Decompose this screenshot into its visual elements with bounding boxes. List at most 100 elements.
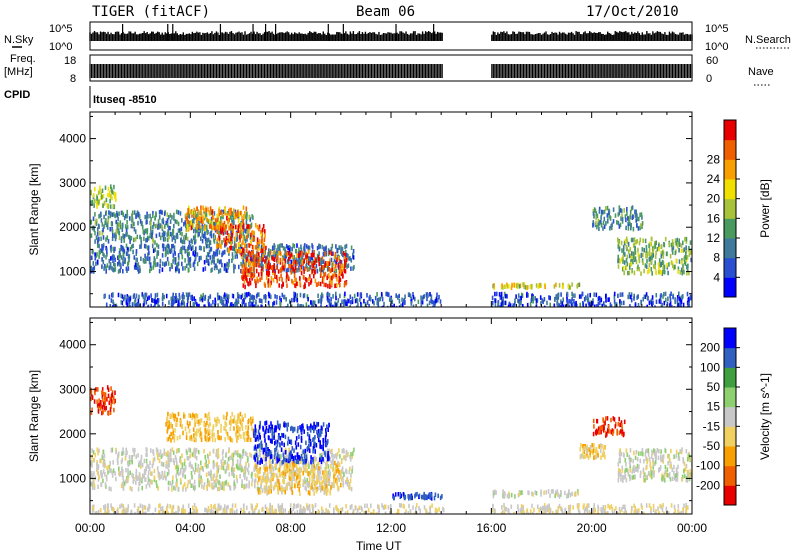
range-gate-cell	[110, 244, 112, 250]
range-gate-cell	[313, 260, 315, 266]
range-gate-cell	[283, 253, 286, 258]
range-gate-cell	[353, 293, 356, 299]
range-gate-cell	[225, 451, 228, 457]
range-gate-cell	[228, 233, 230, 239]
range-gate-cell	[145, 458, 148, 464]
range-gate-cell	[191, 213, 193, 218]
range-gate-cell	[156, 466, 159, 471]
range-gate-cell	[595, 211, 598, 216]
range-gate-cell	[255, 223, 257, 228]
range-gate-cell	[351, 299, 354, 305]
range-gate-cell	[156, 242, 158, 248]
range-gate-cell	[121, 466, 123, 471]
range-gate-cell	[641, 247, 644, 252]
range-gate-cell	[195, 455, 198, 461]
range-gate-cell	[231, 211, 233, 216]
range-gate-cell	[618, 239, 620, 245]
range-gate-cell	[120, 236, 123, 241]
range-gate-cell	[296, 298, 299, 303]
range-gate-cell	[327, 448, 329, 453]
range-gate-cell	[573, 299, 575, 304]
range-gate-cell	[336, 277, 338, 282]
range-gate-cell	[111, 473, 114, 478]
range-gate-cell	[327, 266, 330, 271]
range-gate-cell	[500, 291, 503, 297]
range-gate-cell	[249, 278, 251, 283]
range-gate-cell	[300, 270, 303, 276]
range-gate-cell	[306, 463, 308, 468]
range-gate-cell	[167, 464, 169, 470]
range-gate-cell	[94, 220, 97, 225]
range-gate-cell	[139, 234, 141, 240]
range-gate-cell	[209, 294, 212, 299]
range-gate-cell	[398, 299, 401, 304]
range-gate-cell	[224, 211, 227, 216]
range-gate-cell	[635, 209, 637, 214]
range-gate-cell	[242, 205, 245, 210]
range-gate-cell	[183, 245, 186, 251]
range-gate-cell	[96, 239, 99, 245]
range-gate-cell	[283, 256, 286, 262]
range-gate-cell	[161, 232, 164, 238]
range-gate-cell	[123, 238, 125, 243]
range-gate-cell	[352, 451, 354, 456]
range-gate-cell	[649, 256, 651, 262]
range-gate-cell	[178, 448, 180, 453]
range-gate-cell	[503, 291, 506, 297]
range-gate-cell	[633, 237, 636, 242]
range-gate-cell	[104, 263, 106, 269]
range-gate-cell	[214, 251, 216, 257]
range-gate-cell	[313, 459, 315, 465]
range-gate-cell	[146, 245, 149, 250]
range-gate-cell	[90, 200, 92, 205]
range-gate-cell	[229, 455, 231, 461]
nsky-label: N.Sky	[4, 34, 34, 46]
range-gate-cell	[195, 467, 197, 472]
range-gate-cell	[149, 263, 152, 269]
range-gate-cell	[185, 232, 187, 238]
range-gate-cell	[171, 237, 174, 242]
range-gate-cell	[115, 304, 118, 307]
range-gate-cell	[210, 476, 213, 481]
range-gate-cell	[243, 274, 246, 280]
range-gate-cell	[152, 238, 155, 244]
range-gate-cell	[339, 282, 341, 288]
range-gate-cell	[688, 252, 691, 257]
range-gate-cell	[206, 481, 209, 487]
range-gate-cell	[90, 459, 93, 465]
range-gate-cell	[261, 248, 264, 253]
range-gate-cell	[682, 248, 685, 253]
range-gate-cell	[633, 270, 636, 276]
range-gate-cell	[311, 245, 314, 250]
range-gate-cell	[345, 252, 348, 258]
range-gate-cell	[657, 262, 660, 267]
range-gate-cell	[103, 463, 105, 469]
range-gate-cell	[617, 258, 619, 264]
range-gate-cell	[192, 485, 195, 490]
range-gate-cell	[202, 205, 204, 211]
range-gate-cell	[224, 481, 226, 486]
range-gate-cell	[646, 254, 649, 259]
range-gate-cell	[211, 482, 213, 487]
range-gate-cell	[122, 475, 124, 481]
range-gate-cell	[101, 387, 104, 392]
range-gate-cell	[107, 239, 110, 244]
range-gate-cell	[258, 224, 261, 229]
range-gate-cell	[434, 298, 437, 304]
range-gate-cell	[172, 300, 175, 305]
range-gate-cell	[292, 243, 294, 248]
range-gate-cell	[659, 263, 661, 268]
range-gate-cell	[260, 256, 263, 261]
range-gate-cell	[307, 304, 310, 307]
range-gate-cell	[159, 449, 162, 454]
range-gate-cell	[265, 256, 267, 261]
range-gate-cell	[191, 239, 193, 245]
range-gate-cell	[518, 284, 521, 289]
range-gate-cell	[323, 282, 325, 287]
range-gate-cell	[190, 471, 193, 476]
range-gate-cell	[194, 250, 197, 255]
range-gate-cell	[125, 478, 128, 484]
range-gate-cell	[186, 216, 188, 221]
range-gate-cell	[256, 450, 258, 455]
